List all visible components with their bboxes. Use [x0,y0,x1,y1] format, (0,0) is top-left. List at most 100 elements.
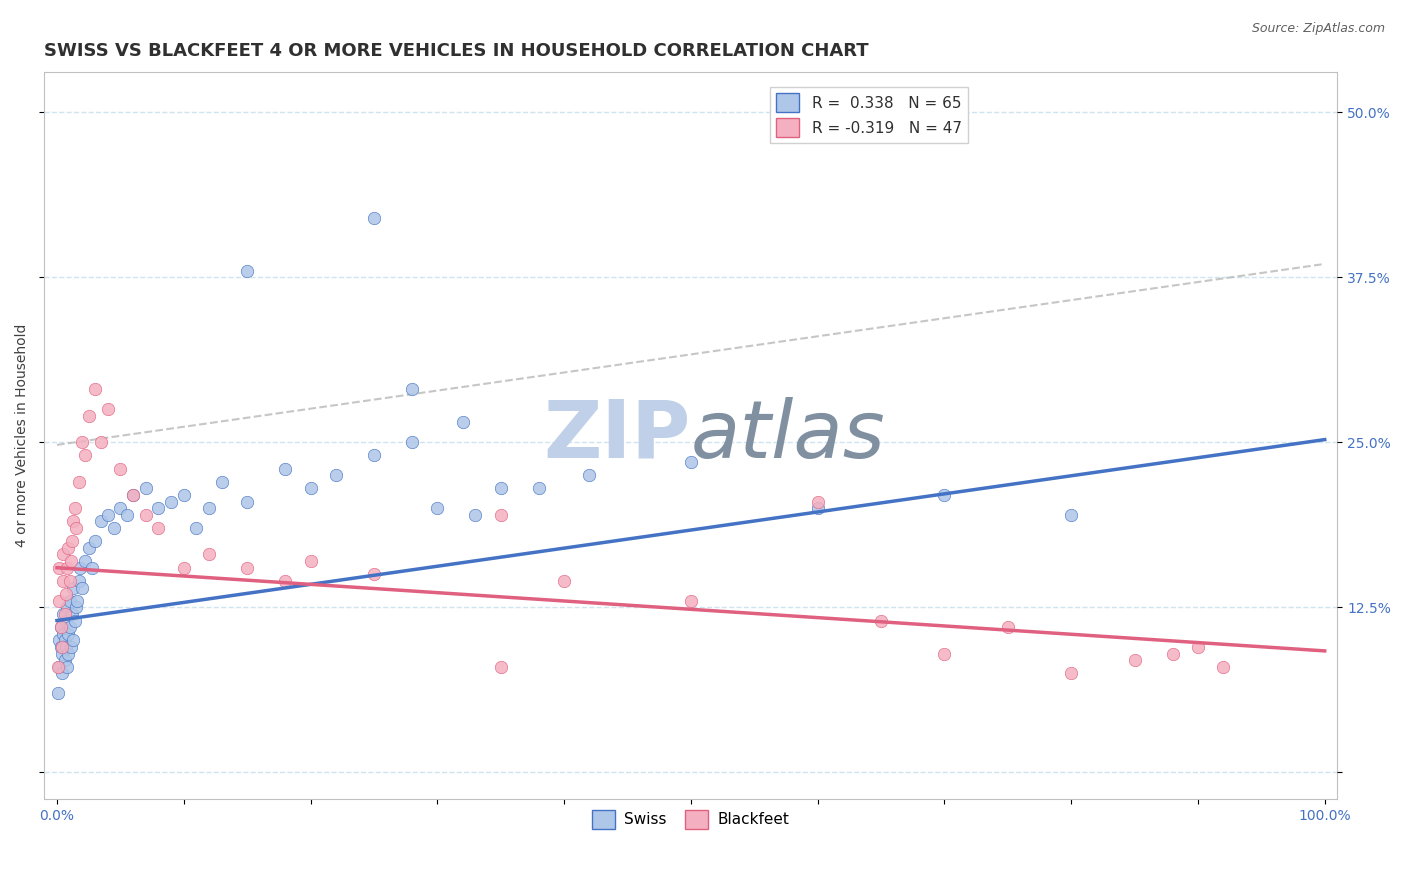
Point [53,633,76,648]
Point [90,515,112,529]
Point [679,455,702,469]
Point [59,554,82,568]
Point [48,659,70,673]
Point [84,534,107,549]
Point [55,640,77,654]
Point [58,626,80,640]
Point [553,574,575,588]
Point [56,600,79,615]
Point [46,686,69,700]
Point [97,508,120,522]
Point [52,607,75,621]
Point [82,560,104,574]
Point [46,659,69,673]
Text: SWISS VS BLACKFEET 4 OR MORE VEHICLES IN HOUSEHOLD CORRELATION CHART: SWISS VS BLACKFEET 4 OR MORE VEHICLES IN… [44,42,869,60]
Point [325,468,347,483]
Point [186,521,208,535]
Point [48,633,70,648]
Point [62,633,84,648]
Point [58,647,80,661]
Point [363,567,385,582]
Point [870,614,893,628]
Point [49,620,72,634]
Point [65,521,87,535]
Point [53,653,76,667]
Point [1060,508,1083,522]
Point [48,560,70,574]
Point [110,501,132,516]
Point [73,554,96,568]
Text: Source: ZipAtlas.com: Source: ZipAtlas.com [1251,22,1385,36]
Point [90,435,112,450]
Point [198,501,221,516]
Point [59,620,82,634]
Point [72,581,94,595]
Point [53,607,76,621]
Point [679,593,702,607]
Point [426,501,449,516]
Point [578,468,600,483]
Point [489,482,512,496]
Point [84,383,107,397]
Point [807,494,830,508]
Point [299,554,322,568]
Point [67,475,90,489]
Point [173,488,195,502]
Point [1123,653,1146,667]
Point [527,482,550,496]
Point [73,449,96,463]
Point [59,574,82,588]
Point [60,607,83,621]
Point [52,626,75,640]
Point [401,383,423,397]
Point [135,482,157,496]
Point [56,560,79,574]
Point [198,548,221,562]
Point [97,402,120,417]
Point [807,501,830,516]
Point [49,640,72,654]
Point [59,640,82,654]
Point [55,614,77,628]
Point [1212,659,1234,673]
Point [115,508,138,522]
Point [110,461,132,475]
Point [934,488,956,502]
Point [1060,666,1083,681]
Point [52,574,75,588]
Point [59,593,82,607]
Point [211,475,233,489]
Point [51,666,73,681]
Point [63,614,86,628]
Point [103,521,125,535]
Point [66,593,89,607]
Point [58,541,80,555]
Point [52,548,75,562]
Point [401,435,423,450]
Point [148,501,170,516]
Point [51,647,73,661]
Point [1187,640,1209,654]
Point [489,508,512,522]
Point [1161,647,1184,661]
Point [148,521,170,535]
Point [69,560,91,574]
Point [464,508,486,522]
Point [451,416,474,430]
Point [48,593,70,607]
Point [62,581,84,595]
Point [363,211,385,225]
Point [72,435,94,450]
Point [63,501,86,516]
Point [55,587,77,601]
Point [67,574,90,588]
Point [236,560,259,574]
Point [56,659,79,673]
Point [236,263,259,277]
Point [489,659,512,673]
Point [60,534,83,549]
Point [160,494,183,508]
Text: ZIP: ZIP [544,397,690,475]
Point [997,620,1019,634]
Y-axis label: 4 or more Vehicles in Household: 4 or more Vehicles in Household [15,324,30,548]
